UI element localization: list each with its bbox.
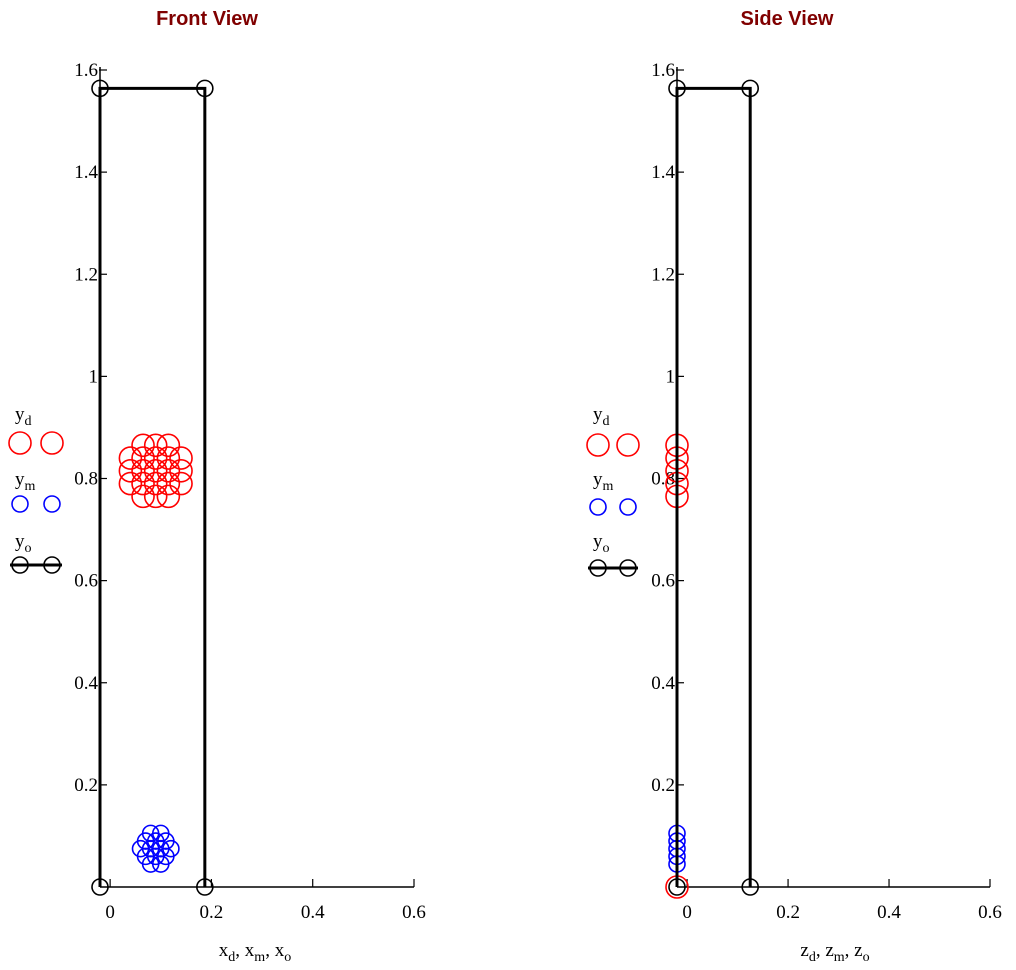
series-d (119, 434, 192, 507)
legend-entry-o: yo (10, 531, 62, 573)
data-point (157, 485, 179, 507)
y-tick-label: 1.4 (651, 162, 675, 183)
y-tick-label: 0.6 (74, 571, 98, 592)
y-tick-label: 1.6 (651, 60, 675, 81)
x-tick-label: 0.6 (402, 902, 426, 923)
x-tick-label: 0.4 (877, 902, 901, 923)
data-point (145, 434, 167, 456)
data-point (132, 473, 154, 495)
y-tick-label: 0.8 (74, 469, 98, 490)
legend-entry-o: yo (588, 531, 638, 576)
y-tick-label: 1.2 (651, 264, 675, 285)
legend-marker (617, 434, 639, 456)
legend-marker (590, 499, 606, 515)
data-point (157, 434, 179, 456)
x-axis-label: zd, zm, zo (800, 940, 869, 965)
data-point (170, 473, 192, 495)
chart-panel-1: Front View 0.2 0.4 0.6 0.8 1 1.2 1.4 1.6 0 0.2 0.4 0… (9, 8, 426, 965)
x-tick-label: 0 (682, 902, 692, 923)
legend-entry-m: ym (590, 469, 636, 515)
y-tick-label: 1 (666, 366, 676, 387)
legend-label: ym (593, 469, 614, 494)
legend-marker (9, 432, 31, 454)
legend-marker (41, 432, 63, 454)
data-point (157, 473, 179, 495)
y-tick-label: 1 (89, 366, 99, 387)
x-tick-label: 0.2 (200, 902, 224, 923)
legend-entry-d: yd (587, 404, 639, 456)
y-tick-label: 1.2 (74, 264, 98, 285)
y-tick-label: 0.2 (651, 775, 675, 796)
x-tick-label: 0.6 (978, 902, 1002, 923)
x-tick-label: 0.4 (301, 902, 325, 923)
data-point (132, 434, 154, 456)
legend-label: yd (593, 404, 610, 429)
y-tick-label: 0.4 (74, 673, 98, 694)
data-point (119, 460, 141, 482)
legend-marker (44, 496, 60, 512)
legend-label: yo (593, 531, 610, 556)
data-point (119, 447, 141, 469)
data-point (157, 460, 179, 482)
x-tick-label: 0.2 (776, 902, 800, 923)
chart-title: Side View (740, 8, 833, 30)
chart-title: Front View (156, 8, 258, 30)
legend-label: ym (15, 469, 36, 494)
y-tick-label: 1.4 (74, 162, 98, 183)
y-tick-label: 1.6 (74, 60, 98, 81)
legend-marker (620, 499, 636, 515)
legend-entry-m: ym (12, 469, 60, 512)
y-tick-label: 0.2 (74, 775, 98, 796)
data-point (119, 473, 141, 495)
legend-marker (12, 496, 28, 512)
data-point (132, 447, 154, 469)
x-axis-label: xd, xm, xo (219, 940, 291, 965)
x-tick-label: 0 (105, 902, 115, 923)
data-point (170, 447, 192, 469)
data-point (132, 485, 154, 507)
legend-entry-d: yd (9, 404, 63, 454)
data-point (145, 473, 167, 495)
y-tick-label: 0.6 (651, 571, 675, 592)
data-point (170, 460, 192, 482)
legend-marker (587, 434, 609, 456)
data-point (132, 460, 154, 482)
legend-label: yo (15, 531, 32, 556)
data-point (145, 447, 167, 469)
data-point (157, 447, 179, 469)
y-tick-label: 0.4 (651, 673, 675, 694)
series-m (133, 825, 179, 872)
legend-label: yd (15, 404, 32, 429)
data-point (145, 460, 167, 482)
data-point (145, 485, 167, 507)
